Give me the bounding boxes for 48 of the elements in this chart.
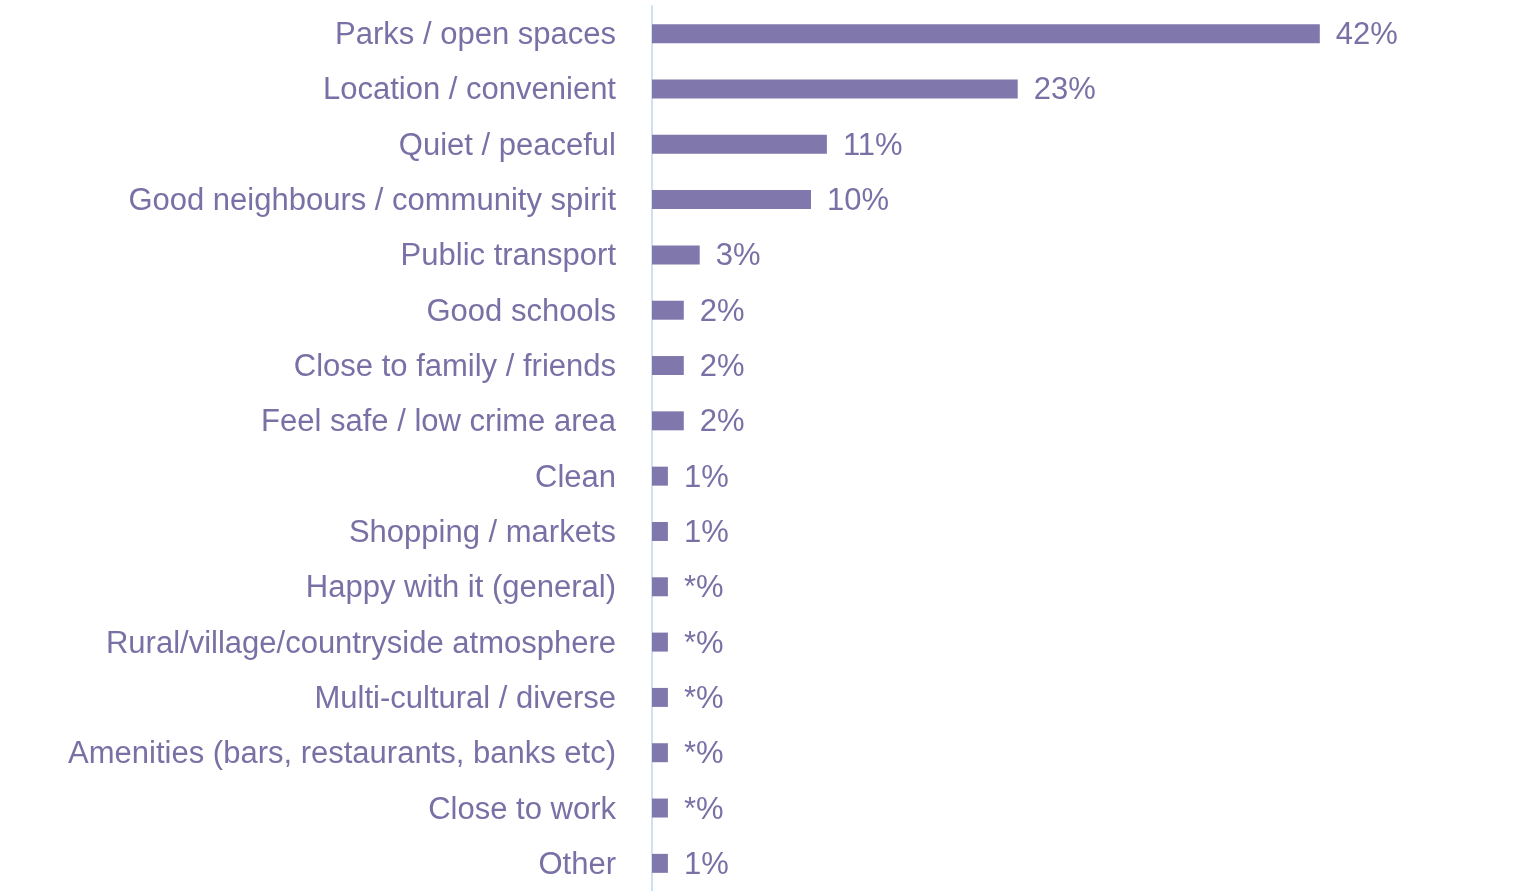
- y-tick-label: Location / convenient: [323, 71, 617, 107]
- bar: [652, 743, 668, 763]
- bar: [652, 853, 668, 873]
- bar: [652, 577, 668, 597]
- data-label: 10%: [827, 182, 890, 218]
- bar: [652, 798, 668, 818]
- y-tick-label: Happy with it (general): [305, 569, 616, 605]
- bar: [652, 521, 668, 541]
- bar: [652, 466, 668, 486]
- y-tick-label: Public transport: [400, 237, 617, 273]
- y-tick-label: Close to work: [428, 790, 617, 826]
- bar: [652, 134, 827, 154]
- data-label: 1%: [683, 513, 729, 549]
- data-label: 2%: [699, 348, 745, 384]
- data-label: 2%: [699, 403, 745, 439]
- data-label: 3%: [715, 237, 761, 273]
- y-tick-label: Good schools: [426, 292, 616, 328]
- y-tick-label: Feel safe / low crime area: [261, 403, 617, 439]
- data-label: *%: [683, 569, 724, 605]
- bar: [652, 245, 700, 265]
- y-tick-label: Close to family / friends: [293, 348, 616, 384]
- data-label: 2%: [699, 292, 745, 328]
- data-label: *%: [683, 735, 724, 771]
- bar: [652, 190, 811, 210]
- y-tick-label: Good neighbours / community spirit: [128, 182, 617, 218]
- bar: [652, 24, 1320, 44]
- y-tick-label: Clean: [535, 458, 616, 494]
- bar: [652, 411, 684, 431]
- data-label: *%: [683, 624, 724, 660]
- data-label: 1%: [683, 458, 729, 494]
- data-label: *%: [683, 790, 724, 826]
- y-tick-label: Quiet / peaceful: [398, 126, 616, 162]
- y-tick-label: Parks / open spaces: [335, 16, 616, 52]
- y-tick-label: Amenities (bars, restaurants, banks etc): [68, 735, 616, 771]
- bar: [652, 300, 684, 320]
- data-label: 23%: [1033, 71, 1096, 107]
- bar: [652, 687, 668, 707]
- y-tick-label: Rural/village/countryside atmosphere: [105, 624, 616, 660]
- data-label: 11%: [842, 126, 903, 162]
- bar: [652, 356, 684, 376]
- bar: [652, 79, 1018, 99]
- y-tick-label: Multi-cultural / diverse: [314, 679, 616, 715]
- data-label: 42%: [1335, 16, 1398, 52]
- data-label: *%: [683, 679, 724, 715]
- data-label: 1%: [683, 845, 729, 881]
- bar: [652, 632, 668, 652]
- y-tick-label: Other: [538, 845, 616, 881]
- y-tick-label: Shopping / markets: [348, 513, 616, 549]
